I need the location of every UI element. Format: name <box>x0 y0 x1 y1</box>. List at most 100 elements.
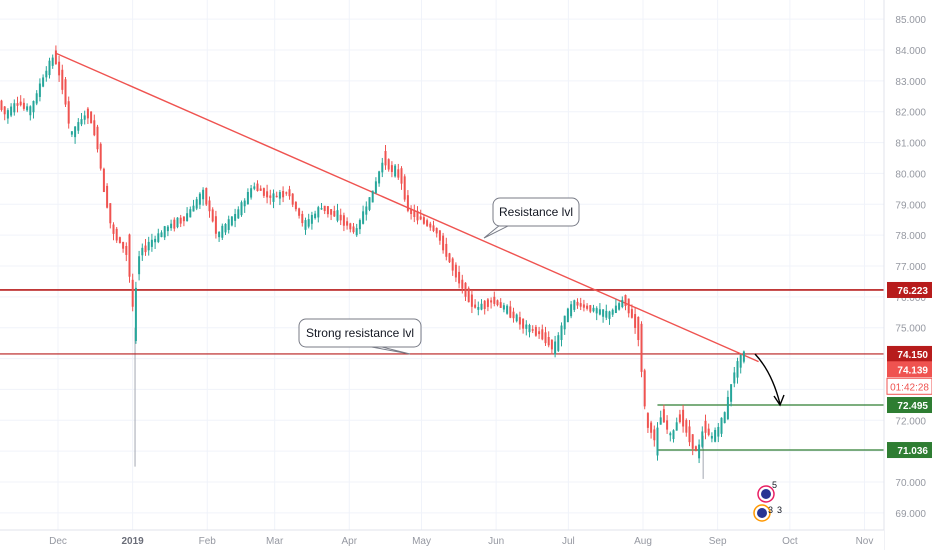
candle <box>662 404 665 423</box>
candle <box>477 301 480 316</box>
candle <box>58 55 61 82</box>
price-axis[interactable]: 85.000 84.000 83.000 82.000 81.000 80.000 79.0… <box>883 0 932 550</box>
candle <box>490 297 493 309</box>
candle <box>144 238 147 256</box>
candle <box>518 311 521 330</box>
price-tick-label: 80.000 <box>895 169 926 180</box>
candle <box>390 161 393 178</box>
candle <box>304 217 307 235</box>
candle <box>80 113 83 127</box>
candle <box>346 217 349 230</box>
candle <box>547 331 550 348</box>
candle <box>717 423 720 443</box>
price-tick-label: 81.000 <box>895 139 926 150</box>
candle <box>77 118 80 134</box>
candle <box>451 257 454 276</box>
candle <box>157 228 160 244</box>
candle <box>166 225 169 237</box>
candle <box>720 417 723 437</box>
candle <box>182 216 185 227</box>
strong-resistance-callout-box[interactable] <box>298 318 422 348</box>
candle <box>714 427 717 443</box>
candle <box>432 220 435 233</box>
candle <box>294 201 297 212</box>
candle <box>675 417 678 431</box>
strong-resistance-callout-text: Strong resistance lvl <box>306 326 414 340</box>
current-price-tag[interactable]: 74.139 <box>887 361 932 378</box>
time-tick-label: Feb <box>199 536 217 547</box>
candle <box>528 323 531 338</box>
candle <box>400 166 403 190</box>
candle <box>416 206 419 225</box>
price-tick-label: 70.000 <box>895 478 926 489</box>
candle <box>285 191 288 196</box>
candle <box>118 236 121 244</box>
candle <box>381 157 384 178</box>
candle <box>595 306 598 321</box>
candle <box>186 207 189 222</box>
candle <box>666 415 669 434</box>
price-tags-layer: 76.223 74.150 72.495 71.036 74.139 01:42:28 <box>886 281 932 459</box>
time-axis[interactable]: Dec 2019 Feb Mar Apr May Jun Jul Aug Sep Oct Nov <box>0 529 884 550</box>
candle <box>413 204 416 223</box>
level-price-tag-bg <box>887 397 932 414</box>
candle <box>250 184 253 200</box>
candle <box>192 199 195 212</box>
level-price-tag[interactable]: 74.150 <box>887 345 932 362</box>
candle <box>42 74 45 88</box>
candle <box>291 193 294 208</box>
candle <box>685 418 688 437</box>
candle <box>394 164 397 178</box>
candle <box>429 221 432 231</box>
candles-layer <box>0 45 745 464</box>
candle <box>253 182 256 191</box>
candle <box>365 201 368 221</box>
candle <box>653 425 656 447</box>
resistance-callout-box[interactable] <box>492 197 580 227</box>
candle <box>189 206 192 218</box>
candle <box>298 207 301 219</box>
candle <box>195 196 198 211</box>
projection-arrow[interactable] <box>754 353 781 405</box>
candle <box>618 301 621 311</box>
candle <box>704 414 707 440</box>
candle <box>147 236 150 256</box>
candle <box>0 99 3 112</box>
level-price-tag[interactable]: 72.495 <box>887 397 932 414</box>
flag-icon <box>757 508 767 518</box>
candle <box>438 229 441 245</box>
candle <box>659 410 662 425</box>
flag-icon <box>761 489 771 499</box>
candle <box>426 218 429 227</box>
candle <box>470 290 473 314</box>
candle <box>493 291 496 307</box>
candle <box>74 125 77 144</box>
level-price-tag[interactable]: 71.036 <box>887 442 932 459</box>
candle <box>640 321 643 378</box>
candle <box>125 242 128 262</box>
level-price-tag-text: 74.150 <box>897 350 928 361</box>
candle <box>374 177 377 194</box>
candle <box>422 214 425 225</box>
candle <box>538 326 541 339</box>
event-badge-count: 3 <box>777 505 782 515</box>
level-price-tag[interactable]: 76.223 <box>887 281 932 298</box>
candle <box>554 335 557 358</box>
level-price-tag-text: 76.223 <box>897 286 928 297</box>
candle <box>19 95 22 107</box>
candle <box>333 205 336 217</box>
candle <box>454 262 457 282</box>
candle <box>240 200 243 217</box>
price-tick-label: 75.000 <box>895 324 926 335</box>
candle <box>486 297 489 312</box>
strong-resistance-callout-pointer <box>365 345 411 355</box>
candle <box>275 191 278 198</box>
candle <box>90 111 93 124</box>
candle <box>6 108 9 124</box>
candle <box>646 412 649 433</box>
candle <box>589 304 592 314</box>
candle <box>342 212 345 232</box>
candle <box>544 326 547 346</box>
